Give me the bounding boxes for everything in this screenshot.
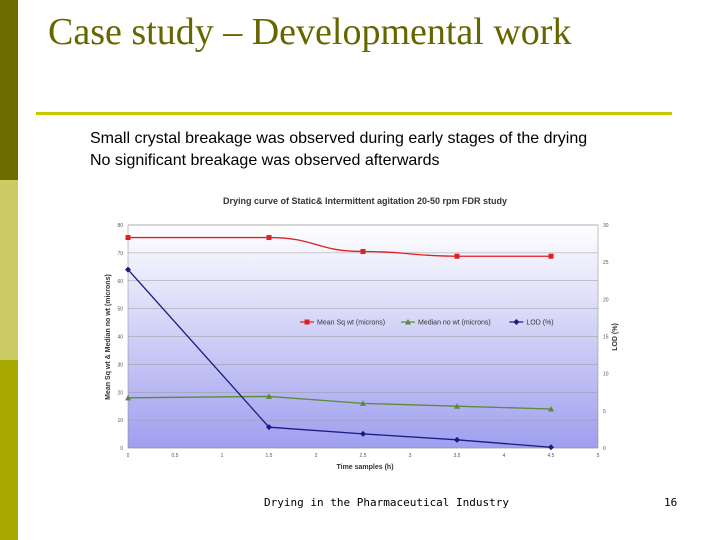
series-line-0 [128, 236, 551, 257]
sidebar-block-mid [0, 360, 18, 540]
legend: Mean Sq wt (microns) Median no wt (micron… [300, 319, 554, 327]
x-tick-label-0: 0 [127, 453, 130, 459]
left-axis-ticks: 0 10 20 30 40 50 60 70 80 [117, 223, 123, 452]
series-2-point-1 [266, 424, 272, 431]
series-0-point-0 [125, 235, 131, 241]
series-1-point-3 [454, 403, 460, 409]
legend-marker-0 [304, 319, 310, 325]
x-tick-label-3: 1.5 [266, 453, 273, 459]
x-tick-label-9: 4.5 [548, 453, 555, 459]
legend-marker-1 [405, 319, 411, 325]
series-1-point-2 [360, 400, 366, 406]
page-number: 16 [664, 496, 678, 509]
right-tick-label-1: 5 [603, 409, 606, 415]
series-2-point-2 [360, 430, 366, 437]
series-2-point-4 [548, 444, 554, 451]
legend-label-2: LOD (%) [526, 320, 553, 327]
x-tick-label-1: 0.5 [172, 453, 179, 459]
series-2-point-0 [125, 266, 131, 273]
series-2-point-3 [454, 436, 460, 443]
right-tick-label-3: 15 [603, 335, 609, 341]
drying-curve-chart: Drying curve of Static& Intermittent agi… [100, 190, 630, 480]
series-1-point-0 [125, 394, 131, 401]
series-1-point-4 [548, 405, 554, 412]
sidebar-block-dark [0, 0, 18, 180]
left-tick-label-7: 70 [117, 251, 123, 257]
left-tick-label-4: 40 [117, 335, 123, 341]
right-tick-label-0: 0 [603, 446, 606, 452]
x-tick-label-5: 2.5 [360, 453, 367, 459]
slide-title: Case study – Developmental work [48, 11, 572, 53]
left-axis-label: Mean Sq wt & Median no wt (microns) [105, 274, 112, 400]
right-axis-label: LOD (%) [612, 323, 619, 351]
bullet-1: Small crystal breakage was observed duri… [90, 130, 588, 147]
right-tick-label-2: 10 [603, 372, 609, 378]
x-tick-label-4: 2 [315, 453, 318, 459]
bullet-list: Small crystal breakage was observed duri… [90, 128, 587, 172]
footer-text: Drying in the Pharmaceutical Industry [264, 496, 510, 509]
bullet-2: No significant breakage was observed aft… [90, 152, 440, 169]
gridlines [128, 224, 598, 449]
x-tick-label-7: 3.5 [454, 453, 461, 459]
right-tick-label-6: 30 [603, 223, 609, 229]
chart-svg: Drying curve of Static& Intermittent agi… [105, 196, 619, 471]
left-tick-label-6: 60 [117, 279, 123, 285]
legend-label-1: Median no wt (microns) [418, 320, 491, 327]
left-tick-label-0: 0 [120, 446, 123, 452]
chart-title: Drying curve of Static& Intermittent agi… [223, 196, 507, 206]
x-axis-ticks: 0 0.5 1 1.5 2 2.5 3 3.5 4 4.5 5 [127, 453, 600, 459]
right-tick-label-5: 25 [603, 260, 609, 266]
legend-marker-2 [513, 319, 520, 325]
right-axis-ticks: 0 5 10 15 20 25 30 [603, 223, 609, 452]
x-tick-label-2: 1 [221, 453, 224, 459]
title-rule [36, 112, 672, 115]
sidebar-decoration [0, 0, 18, 540]
legend-label-0: Mean Sq wt (microns) [317, 320, 385, 327]
right-tick-label-4: 20 [603, 297, 609, 303]
series-0-point-1 [266, 235, 272, 241]
left-tick-label-3: 30 [117, 362, 123, 368]
x-tick-label-10: 5 [597, 453, 600, 459]
series-0-point-4 [548, 253, 554, 259]
series-0-point-3 [454, 253, 460, 259]
left-tick-label-2: 20 [117, 390, 123, 396]
series-0-point-2 [360, 248, 366, 254]
left-tick-label-1: 10 [117, 418, 123, 424]
sidebar-block-light [0, 180, 18, 360]
x-axis-label: Time samples (h) [336, 464, 393, 471]
left-tick-label-5: 50 [117, 307, 123, 313]
series-1-point-1 [266, 393, 272, 399]
x-tick-label-6: 3 [409, 453, 412, 459]
series-layer [125, 235, 554, 451]
left-tick-label-8: 80 [117, 223, 123, 229]
x-tick-label-8: 4 [503, 453, 506, 459]
